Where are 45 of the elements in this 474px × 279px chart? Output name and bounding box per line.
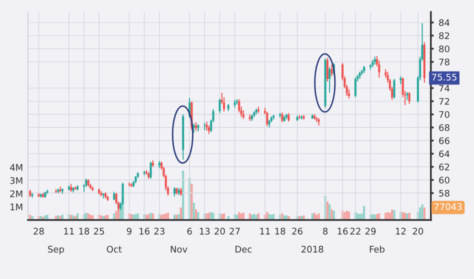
y2-tick-label: 2M [10, 190, 22, 198]
y-tick-label: 82 [439, 32, 450, 40]
x-tick-label: 11 [64, 228, 74, 234]
x-tick-label: 9 [126, 228, 132, 235]
y-tick-label: 66 [439, 137, 450, 144]
x-tick-label: 18 [79, 228, 90, 235]
x-tick-label: 16 [338, 228, 348, 235]
y-tick-label: 74 [439, 84, 450, 92]
x-tick-label: 23 [154, 228, 164, 235]
x2-tick-label: Nov [170, 246, 188, 253]
x-tick-label: 20 [412, 228, 424, 235]
y-tick-label: 72 [439, 98, 450, 105]
x-tick-label: 12 [396, 228, 406, 234]
y-tick-label: 78 [439, 58, 450, 66]
x-tick-label: 13 [200, 228, 210, 235]
x-tick-label: 26 [292, 228, 302, 235]
y2-tick-label: 3M [10, 177, 22, 184]
x-tick-label: 25 [94, 228, 104, 235]
x-tick-label: 11 [260, 228, 270, 234]
y-tick-label: 60 [439, 176, 450, 184]
x2-tick-label: Sep [48, 246, 64, 254]
y-tick-label: 68 [439, 124, 450, 132]
x-tick-label: 27 [230, 228, 240, 234]
x-tick-label: 18 [275, 228, 286, 235]
y-tick-label: 70 [439, 111, 450, 118]
x-tick-label: 20 [214, 228, 225, 235]
x-tick-label: 6 [187, 228, 192, 235]
y2-tick-label: 1M [10, 204, 22, 210]
x2-tick-label: Oct [106, 246, 122, 253]
y-tick-label: 58 [439, 190, 450, 197]
text: 77043 [434, 203, 462, 210]
y-tick-label: 84 [439, 19, 450, 26]
x-tick-label: 22 [350, 228, 360, 234]
y2-tick-label: 4M [10, 164, 22, 171]
x-tick-label: 29 [365, 228, 376, 235]
x-tick-label: 28 [34, 228, 44, 235]
annotation: 75.55 [432, 74, 456, 81]
x-tick-label: 8 [323, 228, 328, 235]
x2-tick-label: Dec [236, 246, 252, 253]
y-tick-label: 62 [439, 164, 450, 170]
x2-tick-label: Feb [370, 246, 384, 253]
y-tick-label: 64 [439, 150, 450, 158]
x-tick-label: 16 [140, 228, 150, 235]
y-tick-label: 80 [439, 45, 450, 52]
x2-tick-label: 2018 [302, 246, 324, 253]
